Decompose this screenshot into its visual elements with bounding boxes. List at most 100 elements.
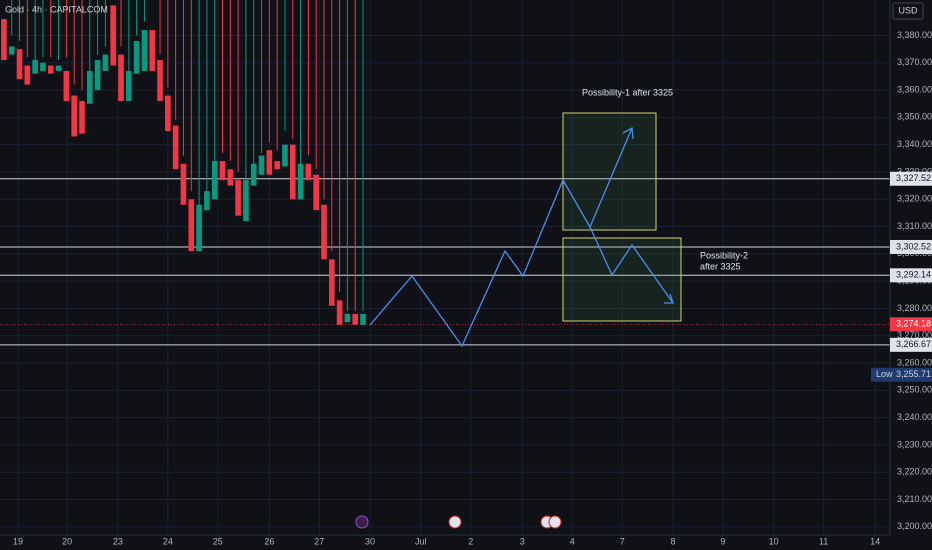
grid <box>0 0 890 535</box>
candle-body <box>149 30 156 71</box>
candle-body <box>188 199 195 252</box>
x-tick-label: 25 <box>213 536 223 546</box>
candle-body <box>289 144 296 200</box>
currency-box <box>892 2 924 20</box>
possibility-box <box>562 112 657 231</box>
x-tick-label: 27 <box>314 536 324 546</box>
y-tick-label: 3,230.00 <box>897 439 932 449</box>
candle-body <box>86 70 93 104</box>
y-tick-label: 3,320.00 <box>897 194 932 204</box>
candle-body <box>352 313 359 325</box>
candle-body <box>297 163 304 200</box>
candle-body <box>250 163 257 186</box>
event-icon[interactable] <box>448 515 462 529</box>
y-tick-label: 3,240.00 <box>897 412 932 422</box>
x-tick-label: 14 <box>870 536 880 546</box>
y-tick-label: 3,260.00 <box>897 357 932 367</box>
x-tick-label: 26 <box>264 536 274 546</box>
x-tick-label: 24 <box>163 536 173 546</box>
candle-body <box>55 65 62 71</box>
candle-body <box>258 155 265 175</box>
event-icon[interactable] <box>548 515 562 529</box>
candle-body <box>141 30 148 71</box>
y-tick-label: 3,220.00 <box>897 467 932 477</box>
candle-body <box>235 180 241 216</box>
candle-body <box>32 60 38 74</box>
candle-body <box>227 169 234 186</box>
candle-body <box>266 150 273 175</box>
candle-body <box>165 95 171 132</box>
x-tick-label: 7 <box>620 536 625 546</box>
candle-body <box>157 60 163 101</box>
y-tick-label: 3,360.00 <box>897 84 932 94</box>
projection-path <box>369 178 674 348</box>
level-label: 3,292.14 <box>896 270 931 280</box>
level-label: 3,302.52 <box>896 241 931 251</box>
x-tick-label: 9 <box>720 536 725 546</box>
candle-body <box>47 65 54 74</box>
candle-body <box>336 300 343 325</box>
arrow-head <box>664 293 674 304</box>
y-tick-label: 3,380.00 <box>897 30 932 40</box>
event-icon[interactable] <box>355 515 369 529</box>
candle-body <box>126 70 132 101</box>
x-tick-label: 10 <box>769 536 779 546</box>
y-tick-label: 3,280.00 <box>897 303 932 313</box>
candle-body <box>16 49 23 80</box>
y-tick-label: 3,340.00 <box>897 139 932 149</box>
candle-body <box>63 70 70 101</box>
candle-body <box>24 65 31 85</box>
candle-body <box>219 161 226 181</box>
candle-body <box>344 313 351 323</box>
x-tick-label: 11 <box>819 536 828 546</box>
candle-body <box>133 40 140 74</box>
candle-body <box>274 161 280 170</box>
y-tick-label: 3,270.00 <box>897 330 932 340</box>
candle-body <box>71 95 77 137</box>
candle-body <box>282 144 288 167</box>
x-tick-label: 30 <box>365 536 375 546</box>
candle-body <box>360 313 366 325</box>
candle-body <box>243 180 249 222</box>
level-label-box <box>890 337 932 352</box>
candle-body <box>196 204 202 252</box>
y-tick-label: 3,200.00 <box>897 521 932 531</box>
level-label: 3,266.67 <box>896 339 931 349</box>
candle-body <box>1 19 7 61</box>
candle-body <box>94 60 101 91</box>
candle-body <box>110 5 117 66</box>
x-tick-label: 2 <box>468 536 473 546</box>
candle-body <box>180 163 187 205</box>
y-tick-label: 3,310.00 <box>897 221 932 231</box>
candle-body <box>102 54 109 71</box>
axis-labels: 3,200.00 3,210.00 3,220.00 3,230.00 3,240.00… <box>13 30 932 546</box>
level-label-box <box>890 239 932 254</box>
candle-body <box>328 259 335 306</box>
annotation: after 3325 <box>700 261 741 271</box>
x-tick-label: 4 <box>570 536 575 546</box>
x-tick-label: 19 <box>13 536 23 546</box>
current-price-label: 3,274.18 <box>896 319 931 329</box>
candle-body <box>211 161 218 200</box>
candles <box>1 0 366 325</box>
candle-body <box>313 174 319 211</box>
x-tick-label: 8 <box>670 536 675 546</box>
projection-path <box>589 127 633 228</box>
y-tick-label: 3,350.00 <box>897 112 932 122</box>
candle-body <box>79 100 85 134</box>
candle-body <box>118 54 124 101</box>
candle-body <box>172 125 179 170</box>
x-tick-label: 23 <box>113 536 123 546</box>
y-tick-label: 3,250.00 <box>897 385 932 395</box>
annotation: Possibility-2 <box>700 250 748 260</box>
level-label: 3,327.52 <box>896 173 931 183</box>
levels <box>0 178 890 346</box>
possibility-box <box>562 237 682 322</box>
chart-title: Gold · 4h · CAPITALCOM <box>5 4 108 14</box>
annotation: Possibility-1 after 3325 <box>582 87 673 97</box>
low-title: Low <box>876 369 893 379</box>
candle-body <box>321 204 327 260</box>
candle-body <box>204 191 210 211</box>
low-label: 3,255.71 <box>896 369 931 379</box>
